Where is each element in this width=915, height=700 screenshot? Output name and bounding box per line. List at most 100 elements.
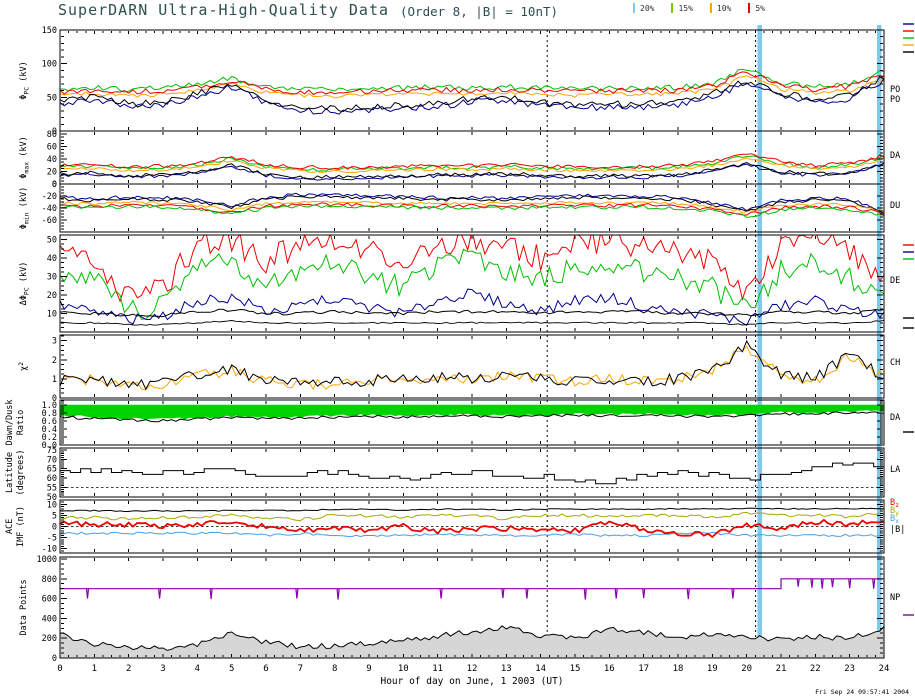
percent-legend: 20% 15% 10% 5% [633,3,765,13]
y-tick-label: 150 [42,26,57,36]
y-tick-label: -5 [47,534,57,544]
series-imf-by [60,511,884,522]
y-ticks [61,239,883,328]
axis-label: ΔΦPC (kV) [19,262,31,306]
axis-label: Latitude [5,452,15,493]
x-tick-label: 3 [160,664,165,674]
x-tick-label: 13 [501,664,512,674]
x-ticks [59,31,885,130]
panel-phi-min: -60 -40 -20 0 Φmin (kV) DU [19,180,900,233]
series-max-5pct [60,153,884,171]
x-tick-label: 21 [776,664,787,674]
x-ticks [59,336,885,397]
series-potential-10pct [60,75,884,99]
y-tick-label: 55 [47,484,57,494]
y-tick-label: 1.0 [42,401,57,411]
y-tick-label: 2 [52,356,57,366]
y-tick-label: 0 [52,180,57,190]
legend-item: 15% [671,3,693,13]
y-ticks [61,449,883,496]
panel-frame [59,499,885,554]
y-tick-label: 10 [47,500,57,510]
y-tick-label: 50 [47,493,57,503]
series-potential-best [60,75,884,113]
y-tick-label: 60 [47,474,57,484]
x-tick-label: 1 [92,664,97,674]
series-ratio-band [60,404,884,420]
series-np-available-dip [85,588,90,599]
x-tick-label: 2 [126,664,131,674]
right-label: Bx [890,514,899,525]
x-tick-label: 9 [366,664,371,674]
panel-frame [59,334,885,399]
y-ticks [61,36,883,125]
y-tick-label: 20 [47,168,57,178]
series-np-available-dip [820,578,824,589]
y-tick-label: 0 [52,127,57,137]
right-label: DA [890,413,900,423]
right-label: NP [890,593,900,603]
right-label: By [890,506,899,517]
y-tick-label: 65 [47,465,57,475]
series-max-10pct [60,157,884,174]
y-ticks [61,133,883,182]
x-tick-label: 14 [535,664,546,674]
y-tick-label: 1 [52,375,57,385]
series-max-order [60,162,884,181]
x-tick-label: 19 [707,664,718,674]
series-data-points-hist [60,625,884,651]
legend-color-tick [709,3,712,13]
series-np-available-dip [686,588,690,600]
x-tick-label: 24 [879,664,890,674]
series-np-available-dip [872,578,876,589]
y-tick-label: 0.6 [42,417,57,427]
y-tick-label: 0.8 [42,409,57,419]
axis-label: ACE [5,519,15,534]
chart-title: SuperDARN Ultra-High-Quality Data [58,1,390,19]
right-label: DA [890,151,900,161]
y-tick-label: 0 [52,394,57,404]
x-tick-label: 6 [263,664,268,674]
legend-color-tick [748,3,751,13]
legend-item: 10% [709,3,731,13]
panel-dawn-dusk-ratio: 0.00.20.40.60.81.0 Dawn/Dusk Ratio DA [5,399,914,451]
axis-label: Ratio [16,410,26,436]
series-imf-bz [60,518,884,539]
chart-subtitle: (Order 8, |B| = 10nT) [400,4,559,19]
y-tick-label: -20 [42,192,57,202]
series-np-available-dip [209,588,213,600]
legend-label: 20% [640,3,655,13]
y-tick-label: 800 [42,575,57,585]
y-tick-label: 3 [52,337,57,347]
panel-frame [59,183,885,233]
right-label: LA [890,465,900,475]
y-tick-label: -60 [42,216,57,226]
axis-label: Φmin (kV) [19,187,31,229]
right-label: |B| [890,525,905,535]
series-np-available-dip [295,588,299,599]
y-tick-label: -10 [42,545,57,555]
y-tick-label: 0.2 [42,433,57,443]
y-tick-label: 1000 [37,555,57,565]
series-min-15pct [60,204,884,219]
y-tick-label: 50 [47,236,57,246]
series-np-available [60,578,884,590]
x-tick-label: 15 [570,664,581,674]
y-tick-label: 400 [42,614,57,624]
y-ticks [61,501,883,552]
y-tick-label: 0 [52,523,57,533]
series-np-available-dip [848,578,852,589]
series-np-available-dip [336,588,340,600]
series-np-available-dip [796,578,800,587]
legend-label: 15% [678,3,693,13]
x-tick-label: 18 [673,664,684,674]
x-ticks [59,501,885,552]
x-tick-label: 8 [332,664,337,674]
y-tick-label: 0 [52,654,57,664]
y-tick-label: 0.0 [42,441,57,451]
series-potential-order [60,78,884,115]
panel-phi-max: 0 20 40 60 80 Φmax (kV) DA [19,130,900,190]
panel-frame [59,447,885,498]
